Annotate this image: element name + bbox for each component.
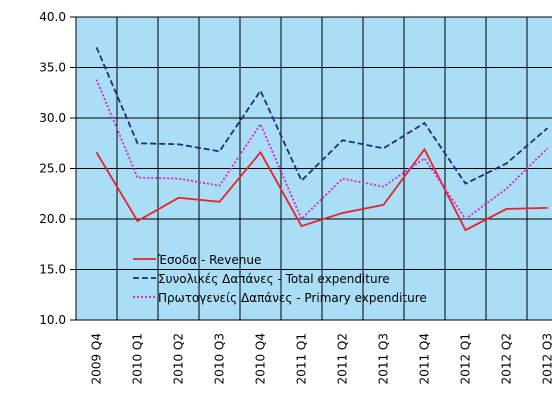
y-tick-label: 25.0 [39,162,66,176]
series-line [95,46,549,185]
x-tick-label: 2010 Q3 [213,333,227,384]
x-tick-label: 2011 Q2 [336,333,350,384]
y-tick-label: 40.0 [39,10,66,24]
legend-label: Πρωτογενείς Δαπάνες - Primary expenditur… [158,291,427,305]
y-tick-label: 35.0 [39,61,66,75]
x-tick-label: 2010 Q2 [172,333,186,384]
y-tick-label: 30.0 [39,111,66,125]
x-tick-label: 2012 Q3 [541,333,552,384]
y-tick-label: 10.0 [39,313,66,327]
x-tick-label: 2010 Q1 [131,333,145,384]
legend-label: Έσοδα - Revenue [157,253,261,267]
legend: Έσοδα - Revenue Συνολικές Δαπάνες - Total… [133,253,427,305]
x-tick-label: 2011 Q3 [377,333,391,384]
x-tick-label: 2011 Q1 [295,333,309,384]
x-tick-label: 2010 Q4 [254,333,268,384]
y-tick-label: 15.0 [39,263,66,277]
y-tick-label: 20.0 [39,212,66,226]
series-line [95,79,549,221]
x-tick-label: 2011 Q4 [418,333,432,384]
legend-label: Συνολικές Δαπάνες - Total expenditure [158,272,390,286]
x-tick-label: 2009 Q4 [90,333,104,384]
x-tick-label: 2012 Q2 [500,333,514,384]
series-line [95,147,548,232]
x-tick-label: 2012 Q1 [459,333,473,384]
